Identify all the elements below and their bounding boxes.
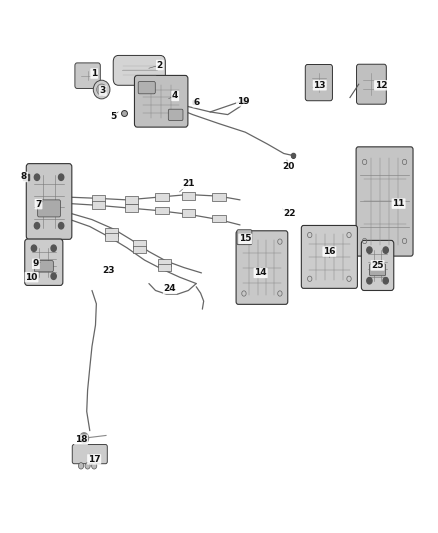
FancyBboxPatch shape	[34, 261, 53, 272]
Bar	[92, 195, 105, 202]
FancyBboxPatch shape	[237, 230, 252, 245]
FancyBboxPatch shape	[113, 55, 166, 85]
Text: 8: 8	[21, 173, 27, 181]
Bar	[105, 228, 118, 236]
Bar	[212, 193, 226, 201]
Text: 13: 13	[314, 81, 326, 90]
FancyBboxPatch shape	[356, 147, 413, 256]
Ellipse shape	[97, 84, 106, 95]
Circle shape	[367, 278, 372, 284]
Text: 15: 15	[239, 235, 251, 243]
Circle shape	[367, 247, 372, 253]
Text: 17: 17	[88, 455, 100, 464]
Bar	[133, 246, 146, 253]
Bar	[105, 233, 118, 241]
Bar	[125, 196, 138, 204]
Circle shape	[92, 463, 97, 469]
FancyBboxPatch shape	[72, 445, 107, 464]
Circle shape	[34, 223, 39, 229]
Text: 24: 24	[164, 285, 176, 293]
FancyBboxPatch shape	[305, 64, 332, 101]
Text: 19: 19	[237, 97, 249, 106]
Bar	[212, 215, 226, 222]
Text: 21: 21	[182, 180, 194, 188]
Text: 10: 10	[25, 273, 38, 281]
Circle shape	[59, 223, 64, 229]
Text: 11: 11	[392, 199, 405, 208]
Circle shape	[51, 245, 56, 252]
Bar	[155, 193, 169, 201]
FancyBboxPatch shape	[134, 75, 188, 127]
Text: 12: 12	[375, 81, 387, 90]
Text: 23: 23	[102, 266, 115, 275]
Text: 25: 25	[371, 261, 384, 270]
Circle shape	[383, 278, 389, 284]
FancyBboxPatch shape	[357, 64, 386, 104]
FancyBboxPatch shape	[168, 109, 183, 120]
Circle shape	[32, 273, 37, 279]
Text: 20: 20	[282, 162, 294, 171]
FancyBboxPatch shape	[25, 239, 63, 286]
Bar	[158, 264, 171, 271]
Bar	[92, 201, 105, 209]
Bar	[125, 204, 138, 212]
Text: 5: 5	[110, 112, 116, 120]
Circle shape	[34, 174, 39, 180]
FancyBboxPatch shape	[370, 264, 386, 276]
FancyBboxPatch shape	[138, 82, 155, 94]
FancyBboxPatch shape	[361, 240, 394, 290]
Bar	[133, 240, 146, 248]
Text: 7: 7	[35, 200, 42, 208]
Text: 9: 9	[33, 260, 39, 268]
Text: 4: 4	[172, 92, 178, 100]
Circle shape	[51, 273, 56, 279]
Ellipse shape	[93, 80, 110, 99]
Text: 6: 6	[193, 98, 199, 107]
FancyBboxPatch shape	[38, 200, 60, 217]
FancyBboxPatch shape	[236, 231, 288, 304]
Text: 18: 18	[75, 435, 87, 444]
Text: 2: 2	[157, 61, 163, 69]
Text: 3: 3	[100, 86, 106, 95]
Text: 22: 22	[283, 209, 295, 217]
Circle shape	[85, 463, 90, 469]
Text: 1: 1	[91, 69, 97, 78]
Circle shape	[32, 245, 37, 252]
Circle shape	[59, 174, 64, 180]
Bar	[155, 207, 169, 214]
Circle shape	[80, 433, 88, 443]
Bar	[182, 209, 195, 217]
Circle shape	[78, 463, 84, 469]
Circle shape	[383, 247, 389, 253]
Text: 14: 14	[254, 269, 267, 277]
Bar	[158, 259, 171, 266]
Bar	[182, 192, 195, 200]
FancyBboxPatch shape	[75, 63, 100, 88]
FancyBboxPatch shape	[26, 164, 72, 239]
FancyBboxPatch shape	[301, 225, 357, 288]
Text: 16: 16	[323, 247, 336, 256]
